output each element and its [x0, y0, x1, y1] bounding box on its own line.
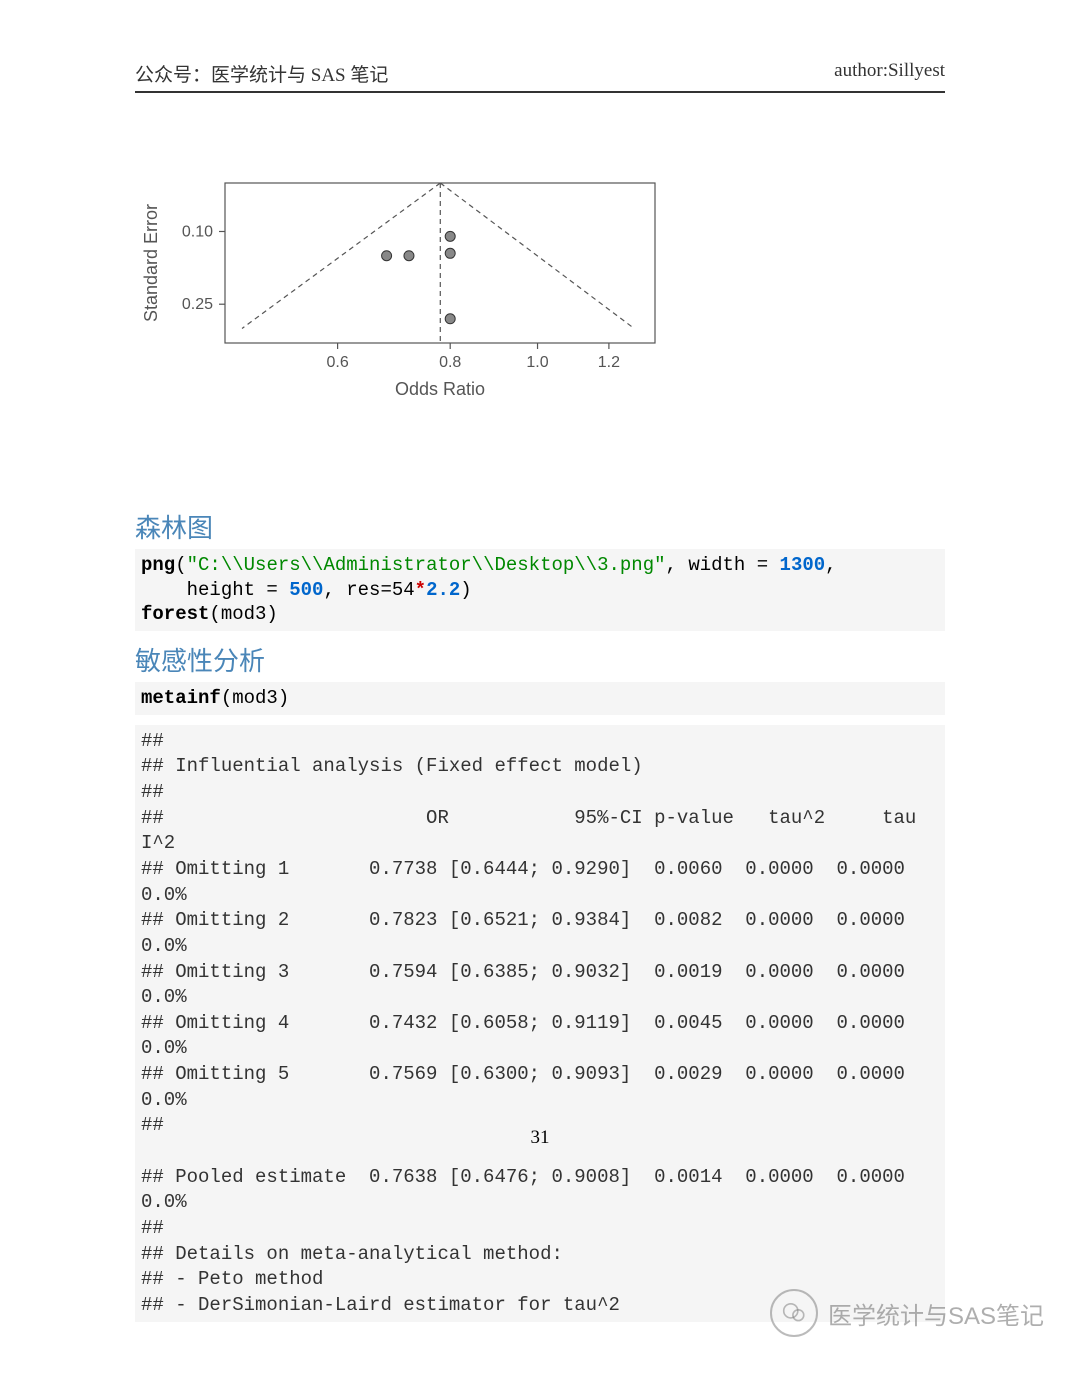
funnel-plot-svg: 0.6 0.8 1.0 1.2 0.10 0.25 Standard Error Odds R… — [135, 173, 675, 453]
arg-metainf: (mod3) — [221, 687, 289, 709]
svg-text:Odds Ratio: Odds Ratio — [395, 379, 485, 399]
code-block-metainf: metainf(mod3) — [135, 682, 945, 715]
num-height: 500 — [289, 579, 323, 601]
comma1: , — [825, 554, 836, 576]
code-block-forest: png("C:\\Users\\Administrator\\Desktop\\… — [135, 549, 945, 631]
paren-close: ) — [460, 579, 471, 601]
kw-forest: forest — [141, 603, 209, 625]
txt-res: , res=54 — [323, 579, 414, 601]
arg-forest: (mod3) — [209, 603, 277, 625]
svg-text:1.0: 1.0 — [526, 354, 548, 371]
svg-text:0.10: 0.10 — [182, 223, 213, 240]
str-path: "C:\\Users\\Administrator\\Desktop\\3.pn… — [187, 554, 666, 576]
watermark-text: 医学统计与SAS笔记 — [828, 1296, 1044, 1331]
num-res: 2.2 — [426, 579, 460, 601]
header-left: 公众号：医学统计与 SAS 笔记 — [135, 60, 388, 87]
kw-metainf: metainf — [141, 687, 221, 709]
svg-text:1.2: 1.2 — [598, 354, 620, 371]
watermark: 医学统计与SAS笔记 — [770, 1289, 1044, 1337]
page-number: 31 — [0, 1127, 1080, 1149]
op-mul: * — [415, 579, 426, 601]
page-header: 公众号：医学统计与 SAS 笔记 author:Sillyest — [135, 60, 945, 93]
svg-text:Standard Error: Standard Error — [141, 204, 161, 322]
kw-png: png — [141, 554, 175, 576]
num-width: 1300 — [780, 554, 826, 576]
section-sensitivity-title: 敏感性分析 — [135, 641, 945, 678]
indent-height: height = — [141, 579, 289, 601]
section-forest-title: 森林图 — [135, 508, 945, 545]
header-right: author:Sillyest — [834, 60, 945, 87]
output-block: ## ## Influential analysis (Fixed effect… — [135, 725, 945, 1323]
funnel-plot: 0.6 0.8 1.0 1.2 0.10 0.25 Standard Error Odds R… — [135, 173, 945, 458]
txt-width: , width = — [666, 554, 780, 576]
svg-text:0.8: 0.8 — [439, 354, 461, 371]
chat-bubble-icon — [781, 1300, 807, 1326]
svg-text:0.25: 0.25 — [182, 296, 213, 313]
svg-text:0.6: 0.6 — [326, 354, 348, 371]
wechat-icon — [770, 1289, 818, 1337]
